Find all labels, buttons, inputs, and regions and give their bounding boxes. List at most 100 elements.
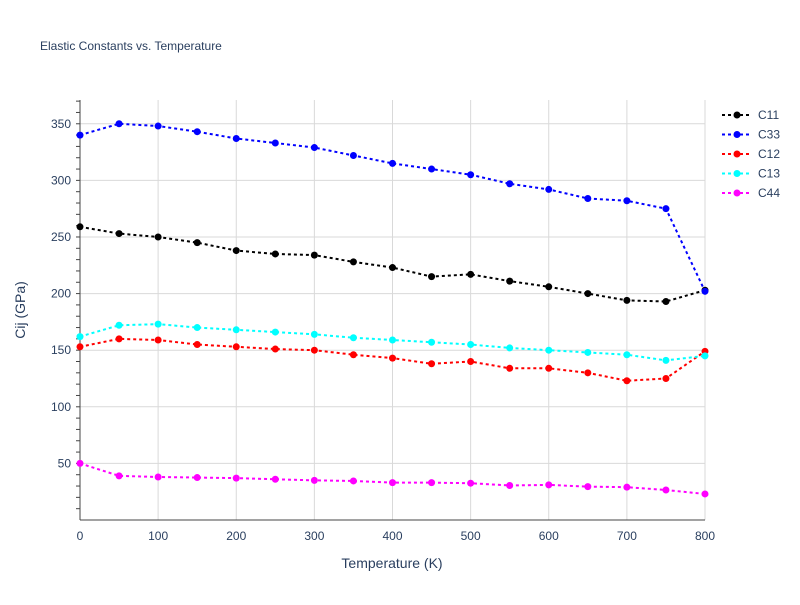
data-point-c44: [506, 481, 514, 489]
data-point-c13: [467, 341, 475, 349]
data-point-c13: [623, 351, 631, 359]
data-point-c33: [193, 128, 201, 136]
data-point-c33: [545, 185, 553, 193]
data-point-c44: [349, 477, 357, 485]
data-point-c13: [545, 346, 553, 354]
data-point-c13: [232, 326, 240, 334]
x-tick-label: 300: [304, 529, 324, 543]
data-point-c44: [662, 486, 670, 494]
data-point-c33: [662, 205, 670, 213]
y-tick-label: 350: [51, 117, 71, 131]
legend-label-c12[interactable]: C12: [758, 147, 780, 161]
data-point-c33: [467, 171, 475, 179]
data-point-c11: [193, 239, 201, 247]
series-group: [76, 120, 709, 498]
data-point-c13: [154, 320, 162, 328]
data-point-c44: [193, 474, 201, 482]
x-tick-label: 800: [695, 529, 715, 543]
data-point-c12: [545, 364, 553, 372]
y-tick-label: 200: [51, 287, 71, 301]
data-point-c11: [76, 223, 84, 231]
data-point-c13: [701, 352, 709, 360]
legend-marker-c12[interactable]: [733, 150, 741, 158]
data-point-c44: [232, 474, 240, 482]
data-point-c13: [76, 333, 84, 341]
data-point-c13: [115, 321, 123, 329]
data-point-c33: [76, 131, 84, 139]
data-point-c12: [310, 346, 318, 354]
legend-label-c44[interactable]: C44: [758, 186, 780, 200]
data-point-c12: [506, 364, 514, 372]
x-tick-label: 100: [148, 529, 168, 543]
data-point-c33: [310, 144, 318, 152]
data-point-c44: [467, 479, 475, 487]
x-tick-label: 0: [77, 529, 84, 543]
legend-marker-c44[interactable]: [733, 189, 741, 197]
data-point-c11: [467, 270, 475, 278]
legend: C11 C33 C12 C13 C44: [722, 108, 780, 200]
data-point-c12: [389, 354, 396, 362]
data-point-c11: [662, 298, 670, 306]
axes: 0 100 200 300 400 500 600 700 800 50 100 150 200 250 3…: [51, 100, 715, 543]
y-tick-label: 300: [51, 173, 71, 187]
data-point-c44: [701, 490, 709, 498]
x-tick-label: 600: [539, 529, 559, 543]
data-point-c44: [389, 479, 396, 487]
data-point-c13: [349, 334, 357, 342]
data-point-c33: [154, 122, 162, 130]
data-point-c33: [349, 151, 357, 159]
legend-marker-c33[interactable]: [733, 131, 741, 138]
data-point-c11: [271, 250, 279, 258]
data-point-c44: [154, 473, 162, 481]
data-point-c11: [584, 290, 592, 298]
data-point-c11: [389, 264, 396, 272]
legend-marker-c11[interactable]: [733, 111, 741, 119]
data-point-c11: [232, 247, 240, 255]
chart-title: Elastic Constants vs. Temperature: [40, 39, 222, 53]
data-point-c13: [428, 338, 436, 346]
gridlines: [79, 100, 706, 520]
data-point-c33: [115, 120, 123, 128]
data-point-c12: [193, 341, 201, 349]
x-tick-label: 200: [226, 529, 246, 543]
y-tick-label: 50: [58, 456, 72, 470]
data-point-c12: [584, 369, 592, 377]
data-point-c11: [623, 296, 631, 304]
data-point-c33: [506, 180, 514, 188]
data-point-c12: [232, 343, 240, 351]
data-point-c13: [584, 348, 592, 356]
legend-label-c33[interactable]: C33: [758, 128, 780, 142]
data-point-c11: [506, 277, 514, 285]
x-axis-label: Temperature (K): [341, 555, 442, 571]
data-point-c44: [623, 483, 631, 491]
legend-marker-c13[interactable]: [733, 170, 741, 177]
data-point-c33: [232, 134, 240, 142]
data-point-c33: [701, 287, 709, 295]
data-point-c12: [271, 345, 279, 353]
data-point-c12: [467, 358, 475, 366]
data-point-c33: [271, 139, 279, 147]
legend-label-c13[interactable]: C13: [758, 167, 780, 181]
data-point-c12: [662, 374, 670, 382]
data-point-c12: [76, 343, 84, 351]
data-point-c12: [623, 377, 631, 385]
data-point-c44: [115, 472, 123, 480]
y-tick-label: 100: [51, 400, 71, 414]
data-point-c44: [545, 481, 553, 489]
data-point-c13: [310, 330, 318, 338]
x-tick-label: 400: [382, 529, 402, 543]
x-tick-label: 500: [461, 529, 481, 543]
data-point-c33: [584, 194, 592, 202]
y-axis-label: Cij (GPa): [12, 281, 28, 339]
data-point-c44: [271, 475, 279, 483]
y-tick-label: 250: [51, 230, 71, 244]
data-point-c11: [545, 283, 553, 291]
data-point-c44: [310, 476, 318, 484]
x-tick-label: 700: [617, 529, 637, 543]
legend-label-c11[interactable]: C11: [758, 108, 779, 122]
data-point-c12: [428, 360, 436, 368]
data-point-c11: [310, 251, 318, 259]
data-point-c12: [115, 335, 123, 343]
